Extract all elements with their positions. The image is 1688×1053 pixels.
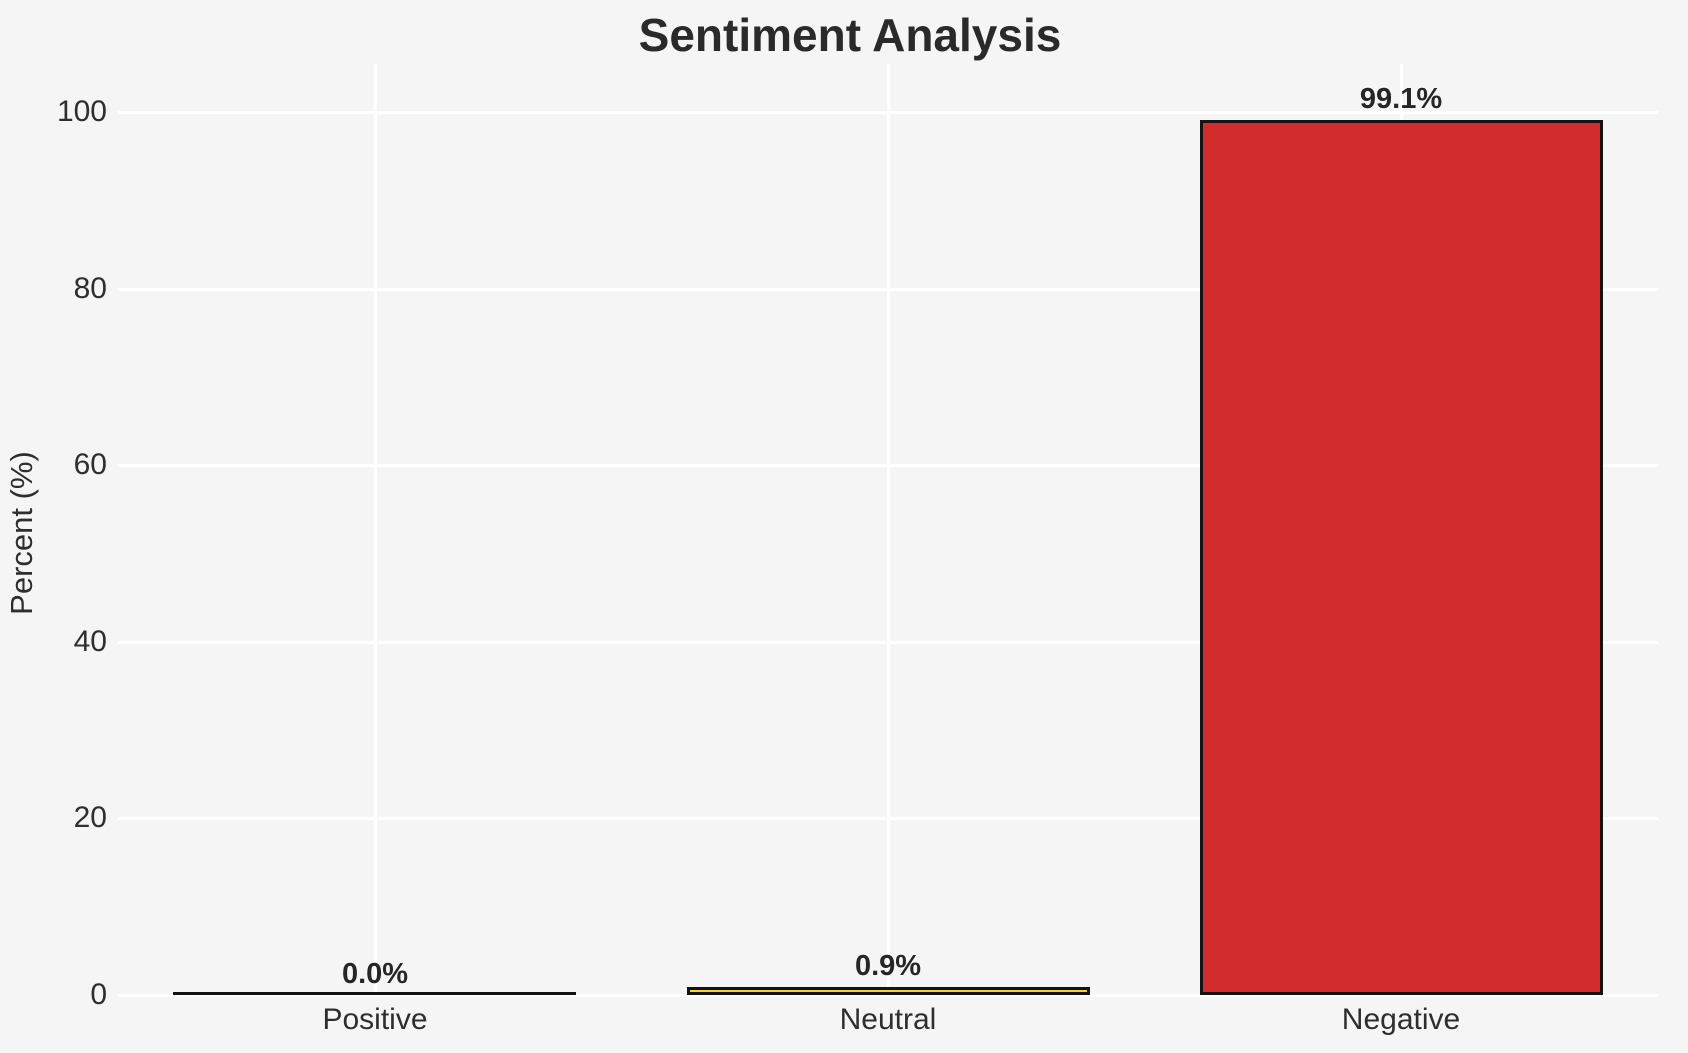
x-tick-label: Neutral: [839, 1003, 937, 1036]
bar-value-label: 0.0%: [341, 958, 409, 990]
y-tick-label: 0: [90, 978, 107, 1011]
x-tick-label: Positive: [322, 1003, 428, 1036]
y-axis-label: Percent (%): [4, 451, 39, 615]
bar-negative: [1200, 120, 1603, 995]
bar-value-label: 0.9%: [854, 950, 922, 982]
bar-value-label: 99.1%: [1359, 83, 1443, 115]
y-tick-label: 100: [56, 95, 107, 128]
y-tick-label: 20: [73, 801, 107, 834]
chart-title: Sentiment Analysis: [638, 9, 1062, 61]
x-tick-label: Negative: [1341, 1003, 1461, 1036]
y-tick-label: 60: [73, 448, 107, 481]
bar-neutral: [687, 987, 1090, 995]
v-gridline: [374, 64, 377, 995]
h-gridline: [118, 994, 1658, 997]
v-gridline: [887, 64, 890, 995]
y-tick-label: 80: [73, 272, 107, 305]
bar-positive: [173, 992, 576, 995]
y-tick-label: 40: [73, 625, 107, 658]
